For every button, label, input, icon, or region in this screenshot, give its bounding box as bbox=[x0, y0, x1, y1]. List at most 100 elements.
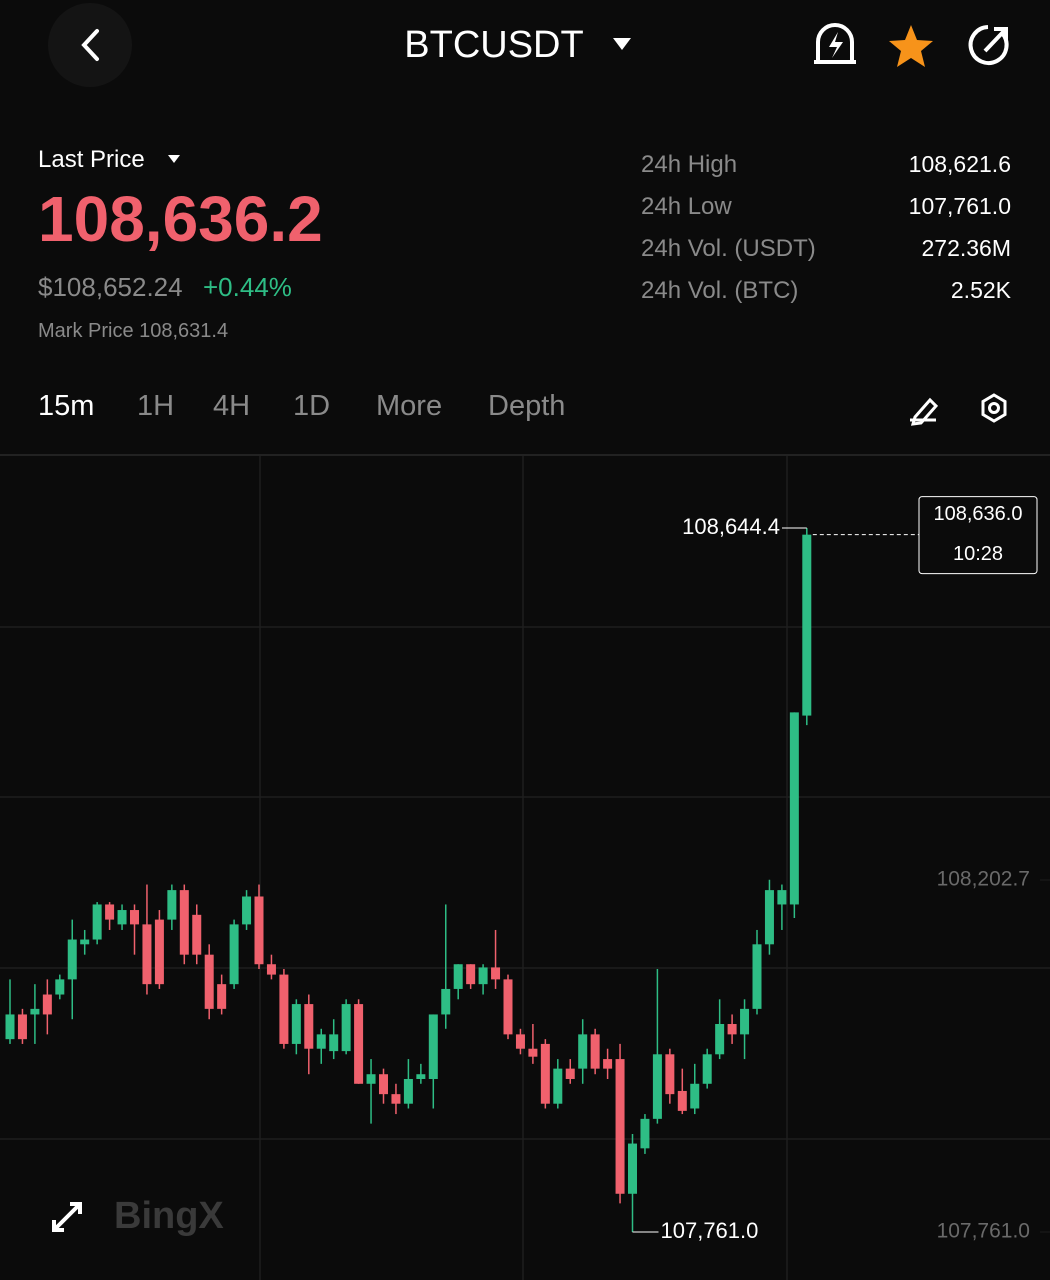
last-price-label: 108,636.0 bbox=[934, 503, 1023, 525]
candle-body bbox=[453, 964, 463, 989]
stat-value: 2.52K bbox=[950, 277, 1011, 303]
settings-dot bbox=[988, 402, 1000, 414]
candle-body bbox=[403, 1079, 413, 1104]
candle-body bbox=[503, 979, 513, 1035]
candle-body bbox=[740, 1008, 750, 1035]
fullscreen-button[interactable] bbox=[52, 1202, 82, 1232]
candle-body bbox=[640, 1118, 650, 1149]
candle-body bbox=[341, 1004, 351, 1052]
chart-settings[interactable] bbox=[981, 393, 1007, 423]
candle-body bbox=[727, 1024, 737, 1035]
candle-body bbox=[677, 1090, 687, 1111]
stat-value: 108,621.6 bbox=[908, 151, 1011, 177]
share-button[interactable] bbox=[968, 25, 1009, 65]
candle-body bbox=[179, 890, 189, 955]
interval-tab[interactable]: 15m bbox=[38, 390, 95, 422]
price-label[interactable]: Last Price bbox=[38, 146, 145, 173]
candle-body bbox=[192, 914, 202, 955]
candle-body bbox=[715, 1024, 725, 1055]
candle-body bbox=[466, 964, 476, 985]
candle-body bbox=[67, 939, 77, 980]
candle-body bbox=[565, 1068, 575, 1080]
last-price: 108,636.2 bbox=[38, 183, 323, 255]
stat-value: 272.36M bbox=[921, 235, 1011, 261]
candle-body bbox=[515, 1034, 525, 1049]
chart: BingX 108,202.7 107,761.0 108,644.4 107,761… bbox=[0, 456, 1050, 1280]
back-button[interactable] bbox=[48, 3, 132, 87]
candle-body bbox=[316, 1034, 326, 1049]
candle-body bbox=[379, 1074, 388, 1095]
candle-body bbox=[603, 1059, 613, 1069]
y-tick-label: 108,202.7 bbox=[937, 868, 1030, 891]
candle-body bbox=[702, 1054, 712, 1084]
candle-body bbox=[478, 967, 488, 985]
stat-label: 24h Vol. (USDT) bbox=[641, 235, 816, 262]
usd-price: $108,652.24 bbox=[38, 272, 183, 302]
last-price-box bbox=[918, 496, 1038, 575]
candle-body bbox=[802, 534, 812, 716]
candle-body bbox=[652, 1054, 662, 1119]
watermark: BingX bbox=[114, 1195, 224, 1237]
alert-button[interactable] bbox=[814, 23, 856, 64]
candle-body bbox=[590, 1034, 600, 1069]
share-arrow bbox=[983, 27, 1008, 53]
candle-body bbox=[752, 944, 762, 1009]
stat-label: 24h Vol. (BTC) bbox=[641, 277, 799, 304]
candle-body bbox=[764, 890, 774, 945]
back-icon bbox=[81, 29, 99, 61]
candle-body bbox=[553, 1068, 563, 1104]
interval-tab[interactable]: More bbox=[376, 390, 443, 422]
candle-body bbox=[416, 1074, 426, 1080]
candle-body bbox=[142, 924, 152, 985]
candle-body bbox=[441, 988, 451, 1015]
low-label: 107,761.0 bbox=[661, 1218, 759, 1243]
candle-body bbox=[5, 1014, 15, 1040]
candle-body bbox=[254, 896, 264, 965]
candle-body bbox=[628, 1143, 637, 1194]
candle-body bbox=[55, 979, 65, 995]
high-label: 108,644.4 bbox=[682, 514, 780, 539]
draw-tool[interactable] bbox=[910, 397, 939, 426]
price-change: +0.44% bbox=[203, 272, 292, 302]
candle-body bbox=[291, 1004, 301, 1044]
symbol-title[interactable]: BTCUSDT bbox=[404, 24, 584, 66]
candle-body bbox=[154, 919, 164, 985]
candle-body bbox=[229, 924, 239, 985]
symbol-dropdown[interactable] bbox=[613, 38, 631, 50]
candle-body bbox=[329, 1034, 339, 1052]
last-price-time: 10:28 bbox=[953, 543, 1003, 565]
candle-body bbox=[391, 1094, 401, 1104]
candle-body bbox=[167, 890, 177, 920]
candle-body bbox=[266, 964, 276, 975]
candle-body bbox=[92, 904, 102, 940]
interval-tab[interactable]: 1D bbox=[293, 390, 331, 422]
interval-tab[interactable]: 4H bbox=[213, 390, 251, 422]
candle-body bbox=[242, 896, 252, 925]
favorite-button[interactable] bbox=[889, 25, 933, 67]
grid bbox=[0, 456, 1050, 1280]
stat-label: 24h Low bbox=[641, 193, 732, 220]
candle-body bbox=[304, 1004, 314, 1049]
candle-body bbox=[428, 1014, 438, 1080]
candle-body bbox=[528, 1048, 538, 1057]
candle-body bbox=[615, 1059, 625, 1194]
price-type-dropdown[interactable] bbox=[168, 155, 180, 163]
interval-tab[interactable]: 1H bbox=[137, 390, 175, 422]
header-icons bbox=[0, 3, 1050, 456]
y-tick-label: 107,761.0 bbox=[937, 1220, 1030, 1243]
candle-body bbox=[80, 939, 90, 945]
alert-bolt bbox=[829, 32, 843, 58]
candle-body bbox=[777, 890, 787, 905]
candle-body bbox=[491, 967, 501, 980]
candle-body bbox=[204, 954, 214, 1009]
candle-body bbox=[690, 1083, 700, 1109]
candle-body bbox=[42, 994, 52, 1015]
mark-price: Mark Price 108,631.4 bbox=[38, 320, 229, 342]
candle-body bbox=[279, 974, 289, 1044]
candle-body bbox=[30, 1008, 40, 1015]
interval-tab[interactable]: Depth bbox=[488, 390, 566, 422]
candle-body bbox=[540, 1043, 550, 1104]
candle-body bbox=[17, 1014, 27, 1040]
candle-body bbox=[665, 1054, 675, 1095]
